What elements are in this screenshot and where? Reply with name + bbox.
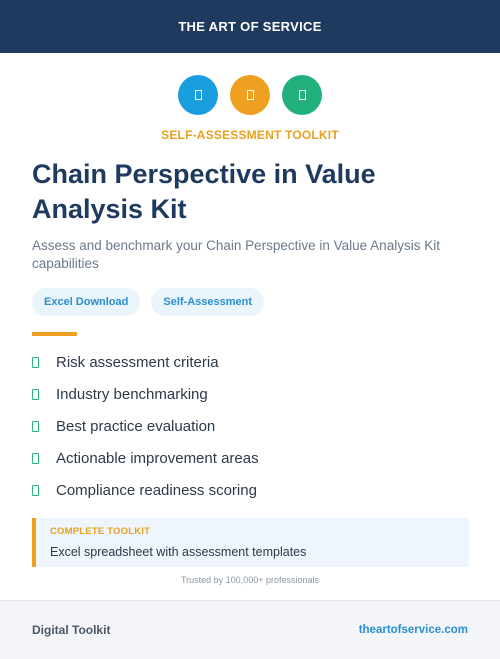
- check-icon: [32, 484, 39, 496]
- callout-label: COMPLETE TOOLKIT: [50, 526, 151, 537]
- feature-text: Risk assessment criteria: [56, 353, 219, 371]
- feature-item: Industry benchmarking: [32, 378, 472, 410]
- tag-excel-download: Excel Download: [32, 288, 141, 316]
- header-bar: THE ART OF SERVICE: [0, 0, 500, 53]
- title-line-2: Analysis Kit: [32, 194, 187, 224]
- tag-self-assessment: Self-Assessment: [151, 288, 265, 316]
- callout-text: Excel spreadsheet with assessment templa…: [50, 545, 307, 559]
- feature-item: Compliance readiness scoring: [32, 474, 472, 506]
- page-subtitle: Assess and benchmark your Chain Perspect…: [32, 238, 440, 271]
- page-title: Chain Perspective in Value Analysis Kit: [32, 157, 472, 227]
- feature-text: Compliance readiness scoring: [56, 481, 257, 499]
- clipboard-icon: [230, 75, 270, 115]
- toolkit-callout: COMPLETE TOOLKIT Excel spreadsheet with …: [32, 518, 469, 567]
- footer-link[interactable]: theartofservice.com: [358, 624, 468, 636]
- feature-item: Risk assessment criteria: [32, 346, 472, 378]
- brand-name: THE ART OF SERVICE: [178, 19, 322, 34]
- feature-text: Actionable improvement areas: [56, 449, 259, 467]
- check-icon: [32, 388, 39, 400]
- check-icon: [32, 420, 39, 432]
- feature-item: Best practice evaluation: [32, 410, 472, 442]
- title-line-1: Chain Perspective in Value: [32, 159, 376, 189]
- tag-list: Excel Download Self-Assessment: [32, 288, 265, 316]
- footer-bar: Digital Toolkit theartofservice.com: [0, 600, 500, 659]
- footer-label: Digital Toolkit: [32, 623, 111, 637]
- feature-text: Industry benchmarking: [56, 385, 208, 403]
- check-icon: [32, 356, 39, 368]
- check-icon: [32, 452, 39, 464]
- trust-note: Trusted by 100,000+ professionals: [180, 575, 319, 585]
- chart-icon: [282, 75, 322, 115]
- feature-list: Risk assessment criteria Industry benchm…: [32, 346, 472, 506]
- feature-text: Best practice evaluation: [56, 417, 216, 435]
- kicker-label: SELF-ASSESSMENT TOOLKIT: [161, 128, 339, 142]
- document-icon: [178, 75, 218, 115]
- accent-divider: [32, 332, 77, 336]
- icon-row: [0, 75, 500, 115]
- feature-item: Actionable improvement areas: [32, 442, 472, 474]
